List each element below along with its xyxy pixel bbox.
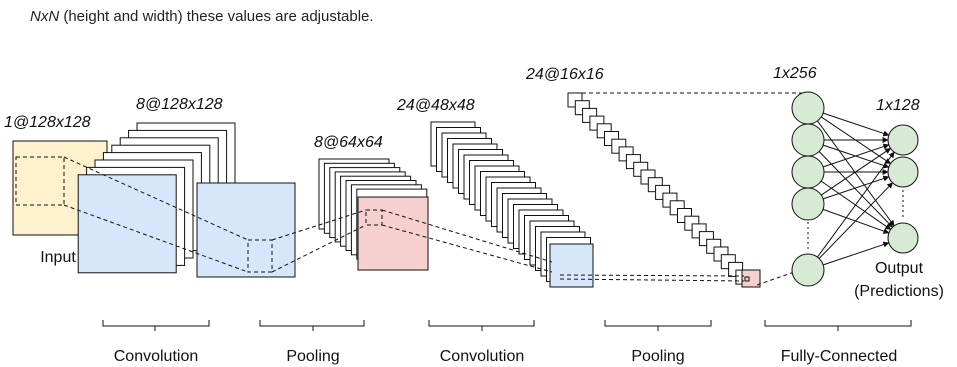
brace-pooling-1 bbox=[259, 320, 365, 331]
stage-label-pooling-2: Pooling bbox=[631, 348, 684, 365]
dense-connection bbox=[818, 182, 893, 259]
pool1-dims: 8@64x64 bbox=[314, 134, 383, 151]
conv2-dims: 24@48x48 bbox=[396, 97, 475, 114]
pool2-stack bbox=[567, 92, 761, 288]
connector bbox=[381, 224, 553, 273]
caption: NxN (height and width) these values are … bbox=[30, 8, 374, 25]
stage-label-pooling-1: Pooling bbox=[286, 348, 339, 365]
pool2-feature-map bbox=[741, 269, 761, 288]
connector bbox=[381, 209, 553, 263]
dense1-neuron bbox=[791, 187, 825, 221]
connector bbox=[63, 204, 249, 273]
dense1-neuron bbox=[791, 155, 825, 189]
pool1-stack bbox=[318, 158, 429, 271]
connector bbox=[271, 209, 367, 241]
caption-variable: NxN bbox=[30, 8, 60, 25]
dense-connection bbox=[820, 147, 892, 196]
pool1-feature-map bbox=[357, 196, 429, 271]
output-neuron bbox=[887, 124, 919, 156]
dense1-neuron bbox=[791, 91, 825, 125]
pool2-receptive-field bbox=[744, 276, 750, 282]
brace-fully-connected bbox=[764, 320, 912, 331]
output-neuron bbox=[887, 156, 919, 188]
conv1-feature-map bbox=[196, 182, 296, 278]
pool2-dims: 24@16x16 bbox=[525, 66, 604, 83]
conv1-stack bbox=[77, 122, 296, 278]
dense-layer-1 bbox=[791, 91, 895, 287]
output-neuron bbox=[887, 222, 919, 254]
input-label: Input bbox=[40, 249, 76, 266]
conv1-dims: 8@128x128 bbox=[136, 96, 223, 113]
stage-label-convolution-1: Convolution bbox=[114, 348, 199, 365]
brace-pooling-2 bbox=[604, 320, 712, 331]
conv2-feature-map bbox=[549, 243, 594, 288]
brace-convolution-1 bbox=[102, 320, 210, 331]
connector bbox=[63, 156, 249, 241]
dense-connection bbox=[817, 120, 895, 227]
dense-connection bbox=[823, 112, 890, 137]
connector bbox=[559, 274, 745, 277]
stage-label-convolution-2: Convolution bbox=[440, 348, 525, 365]
connector bbox=[559, 278, 745, 282]
input-dims: 1@128x128 bbox=[4, 114, 91, 131]
dense-connection bbox=[817, 151, 895, 258]
dense1-neuron bbox=[791, 253, 825, 287]
connector bbox=[271, 224, 367, 273]
stage-label-fully-connected: Fully-Connected bbox=[781, 348, 898, 365]
caption-text: (height and width) these values are adju… bbox=[63, 8, 374, 25]
conv2-stack bbox=[430, 121, 594, 288]
dense-connection bbox=[823, 143, 890, 168]
stage-braces bbox=[102, 320, 912, 331]
output-dims: 1x128 bbox=[876, 97, 920, 114]
output-label: Output bbox=[875, 260, 924, 277]
dense-connection bbox=[823, 241, 890, 266]
output-label-predictions: (Predictions) bbox=[854, 283, 944, 300]
conv1-feature-map bbox=[77, 174, 177, 274]
brace-convolution-2 bbox=[428, 320, 535, 331]
output-layer bbox=[887, 124, 919, 254]
input-receptive-field bbox=[15, 156, 65, 206]
dense-connection bbox=[823, 175, 890, 200]
dense1-neuron bbox=[791, 123, 825, 157]
dense1-dims: 1x256 bbox=[773, 65, 817, 82]
